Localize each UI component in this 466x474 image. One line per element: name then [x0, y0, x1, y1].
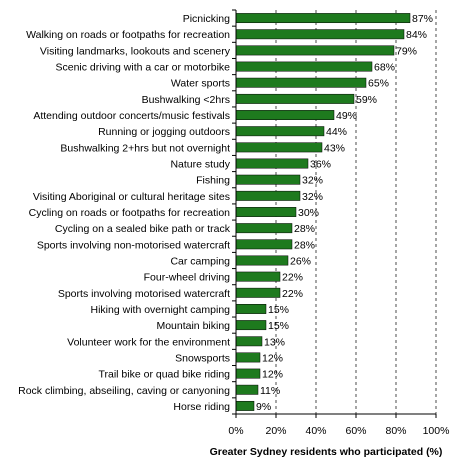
- category-label: Mountain biking: [156, 320, 230, 332]
- data-label: 44%: [326, 126, 347, 138]
- data-label: 59%: [356, 94, 377, 106]
- data-label: 12%: [262, 352, 283, 364]
- bar: [235, 77, 367, 88]
- x-tick-label: 80%: [385, 425, 406, 437]
- category-label: Car camping: [170, 255, 230, 267]
- data-label: 36%: [310, 159, 331, 171]
- category-label: Four-wheel driving: [144, 272, 231, 284]
- bar: [235, 255, 289, 266]
- bar: [235, 13, 411, 24]
- bar: [235, 190, 301, 201]
- bar: [235, 45, 395, 56]
- bar: [235, 352, 261, 363]
- bar: [235, 368, 261, 379]
- data-label: 28%: [294, 223, 315, 235]
- category-label: Volunteer work for the environment: [67, 336, 230, 348]
- x-tick-label: 20%: [265, 425, 286, 437]
- x-tick-label: 40%: [305, 425, 326, 437]
- bar: [235, 126, 325, 137]
- data-label: 87%: [412, 13, 433, 25]
- bar: [235, 110, 335, 120]
- category-label: Cycling on a sealed bike path or track: [55, 223, 231, 235]
- data-label: 22%: [282, 288, 303, 300]
- data-label: 22%: [282, 272, 303, 284]
- category-label: Running or jogging outdoors: [98, 126, 230, 138]
- data-label: 26%: [290, 255, 311, 267]
- axes: 0% 20% 40% 60% 80% 100% Picnicking 87% Walking o…: [18, 9, 450, 437]
- data-label: 15%: [268, 320, 289, 332]
- bar: [235, 61, 373, 72]
- bar: [235, 239, 293, 250]
- category-label: Rock climbing, abseiling, caving or cany…: [18, 385, 230, 397]
- x-tick-label: 100%: [423, 425, 450, 437]
- data-label: 9%: [256, 401, 271, 413]
- bar: [235, 93, 355, 104]
- category-label: Fishing: [196, 175, 230, 187]
- data-label: 43%: [324, 142, 345, 154]
- data-label: 30%: [298, 207, 319, 219]
- data-label: 13%: [264, 336, 285, 348]
- category-label: Nature study: [170, 159, 230, 171]
- category-label: Cycling on roads or footpaths for recrea…: [29, 207, 231, 219]
- category-label: Walking on roads or footpaths for recrea…: [26, 29, 230, 41]
- data-label: 68%: [374, 62, 395, 74]
- bar: [235, 271, 281, 282]
- category-label: Trail bike or quad bike riding: [98, 369, 230, 381]
- bars: [235, 13, 411, 411]
- category-label: Water sports: [171, 78, 230, 90]
- data-label: 32%: [302, 191, 323, 203]
- category-label: Sports involving non-motorised watercraf…: [37, 239, 230, 251]
- data-label: 79%: [396, 45, 417, 57]
- bar: [235, 304, 267, 314]
- category-label: Snowsports: [175, 352, 230, 364]
- data-label: 84%: [406, 29, 427, 41]
- bar: [235, 287, 281, 298]
- bar: [235, 400, 255, 411]
- bar: [235, 384, 259, 395]
- data-label: 65%: [368, 78, 389, 90]
- category-label: Hiking with overnight camping: [91, 304, 231, 316]
- data-label: 12%: [262, 369, 283, 381]
- category-label: Visiting Aboriginal or cultural heritage…: [33, 191, 230, 203]
- data-label: 11%: [260, 385, 280, 397]
- gridlines: [275, 10, 437, 414]
- x-axis-title: Greater Sydney residents who participate…: [210, 446, 443, 458]
- x-tick-label: 0%: [228, 425, 243, 437]
- data-label: 15%: [268, 304, 289, 316]
- category-label: Attending outdoor concerts/music festiva…: [33, 110, 230, 122]
- data-label: 49%: [336, 110, 357, 122]
- bar: [235, 174, 301, 185]
- x-tick-label: 60%: [345, 425, 366, 437]
- bar: [235, 336, 263, 347]
- bar: [235, 29, 405, 40]
- bar: [235, 158, 309, 169]
- category-label: Picnicking: [183, 13, 230, 25]
- data-label: 32%: [302, 175, 323, 187]
- category-label: Scenic driving with a car or motorbike: [56, 62, 231, 74]
- category-label: Horse riding: [173, 401, 230, 413]
- category-label: Sports involving motorised watercraft: [58, 288, 230, 300]
- bar: [235, 223, 293, 234]
- category-label: Bushwalking <2hrs: [142, 94, 230, 106]
- data-label: 28%: [294, 239, 315, 251]
- bar: [235, 207, 297, 217]
- category-label: Visiting landmarks, lookouts and scenery: [40, 45, 231, 57]
- category-label: Bushwalking 2+hrs but not overnight: [60, 142, 230, 154]
- bar: [235, 320, 267, 331]
- bar: [235, 142, 323, 153]
